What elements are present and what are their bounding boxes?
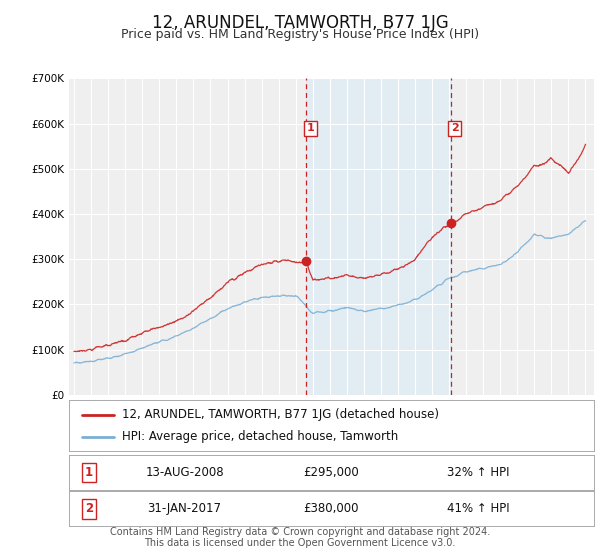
- Text: Price paid vs. HM Land Registry's House Price Index (HPI): Price paid vs. HM Land Registry's House …: [121, 28, 479, 41]
- Text: 31-JAN-2017: 31-JAN-2017: [148, 502, 221, 515]
- Text: £380,000: £380,000: [304, 502, 359, 515]
- Text: £295,000: £295,000: [304, 466, 359, 479]
- Text: HPI: Average price, detached house, Tamworth: HPI: Average price, detached house, Tamw…: [121, 430, 398, 443]
- Text: 2: 2: [85, 502, 93, 515]
- Text: 1: 1: [85, 466, 93, 479]
- Text: 41% ↑ HPI: 41% ↑ HPI: [447, 502, 510, 515]
- Text: This data is licensed under the Open Government Licence v3.0.: This data is licensed under the Open Gov…: [145, 538, 455, 548]
- Text: 1: 1: [307, 123, 314, 133]
- Text: 2: 2: [451, 123, 458, 133]
- Text: 13-AUG-2008: 13-AUG-2008: [145, 466, 224, 479]
- Text: Contains HM Land Registry data © Crown copyright and database right 2024.: Contains HM Land Registry data © Crown c…: [110, 527, 490, 537]
- Text: 12, ARUNDEL, TAMWORTH, B77 1JG: 12, ARUNDEL, TAMWORTH, B77 1JG: [152, 14, 448, 32]
- Bar: [306, 78, 451, 395]
- Text: 32% ↑ HPI: 32% ↑ HPI: [447, 466, 510, 479]
- Text: 12, ARUNDEL, TAMWORTH, B77 1JG (detached house): 12, ARUNDEL, TAMWORTH, B77 1JG (detached…: [121, 408, 439, 421]
